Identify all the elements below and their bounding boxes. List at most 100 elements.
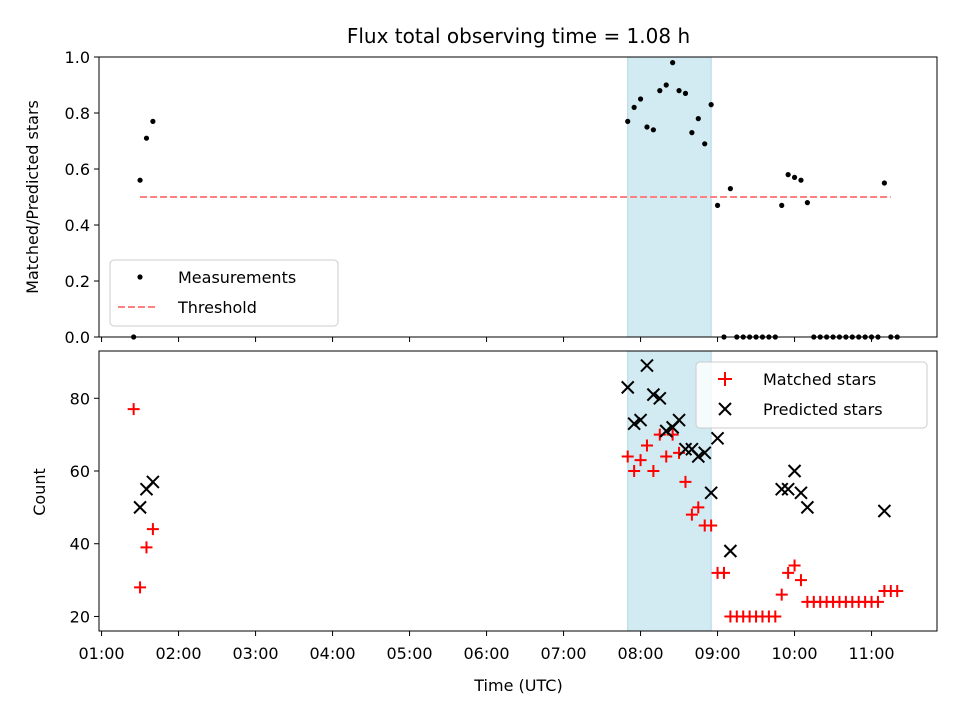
bottom-x-tick-label: 03:00 <box>233 644 279 663</box>
top-point-measurements <box>695 116 701 122</box>
bottom-plot-area: 20 40 60 80 01:00 02:00 03:00 04:00 05:00 06:00 07… <box>70 350 938 663</box>
bottom-point-predicted-stars <box>146 475 160 489</box>
top-point-measurements <box>143 135 150 141</box>
bottom-point-matched-stars <box>628 465 641 477</box>
legend-label-predicted-stars: Predicted stars <box>763 400 883 419</box>
bottom-point-matched-stars <box>717 566 730 579</box>
bottom-point-matched-stars <box>634 454 647 467</box>
bottom-point-matched-stars <box>679 475 692 488</box>
top-point-measurements <box>785 172 791 178</box>
bottom-point-matched-stars <box>660 450 673 463</box>
top-point-measurements <box>798 177 804 183</box>
bottom-point-predicted-stars <box>621 380 635 395</box>
bottom-x-tick-label: 09:00 <box>694 644 740 663</box>
top-y-tick-label: 0.4 <box>65 216 90 235</box>
bottom-y-tick-label: 20 <box>70 607 90 626</box>
top-point-measurements <box>637 96 644 102</box>
bottom-point-matched-stars <box>692 501 705 514</box>
bottom-point-predicted-stars <box>678 442 693 456</box>
legend-label-threshold: Threshold <box>177 298 257 317</box>
chart-title: Flux total observing time = 1.08 h <box>347 24 690 48</box>
bottom-point-matched-stars <box>647 465 660 477</box>
bottom-point-matched-stars <box>775 588 788 601</box>
bottom-point-predicted-stars <box>133 500 147 515</box>
top-point-measurements <box>702 141 708 147</box>
bottom-point-matched-stars <box>705 519 718 532</box>
top-legend-box <box>109 259 339 327</box>
bottom-x-tick-label: 06:00 <box>464 644 510 663</box>
top-y-tick-label: 0.6 <box>65 160 90 179</box>
bottom-legend-box <box>695 361 928 429</box>
bottom-point-matched-stars <box>685 508 698 521</box>
top-point-measurements <box>657 88 663 94</box>
bottom-point-predicted-stars <box>640 358 654 373</box>
bottom-point-predicted-stars <box>659 424 673 438</box>
top-point-measurements <box>663 82 669 88</box>
bottom-point-matched-stars <box>146 523 159 536</box>
top-point-measurements <box>727 186 733 192</box>
bottom-point-predicted-stars <box>794 486 808 500</box>
top-y-tick-label: 1.0 <box>65 48 90 67</box>
bottom-legend: Matched stars Predicted stars <box>695 361 928 429</box>
top-point-measurements <box>625 118 631 124</box>
bottom-point-predicted-stars <box>877 504 892 518</box>
top-point-measurements <box>137 177 143 183</box>
bottom-y-tick-label: 40 <box>70 535 90 554</box>
legend-label-measurements: Measurements <box>178 268 296 287</box>
bottom-point-predicted-stars <box>723 544 738 558</box>
bottom-point-matched-stars <box>788 559 801 572</box>
bottom-x-tick-label: 07:00 <box>541 644 587 663</box>
bottom-y-axis-label: Count <box>30 468 49 516</box>
bottom-point-predicted-stars <box>781 482 795 496</box>
top-legend: Measurements Threshold <box>109 259 339 327</box>
bottom-point-predicted-stars <box>633 413 648 427</box>
bottom-point-matched-stars <box>127 403 140 416</box>
top-point-measurements <box>682 90 689 96</box>
bottom-x-tick-label: 08:00 <box>618 644 664 663</box>
bottom-x-tick-label: 11:00 <box>848 644 894 663</box>
bottom-point-matched-stars <box>794 574 807 587</box>
bottom-point-matched-stars <box>640 439 653 452</box>
top-point-measurements <box>708 102 714 108</box>
top-point-measurements <box>714 202 721 208</box>
x-axis-label: Time (UTC) <box>473 676 562 695</box>
top-y-tick-label: 0.8 <box>65 104 90 123</box>
bottom-x-tick-label: 04:00 <box>310 644 356 663</box>
top-point-measurements <box>881 180 887 186</box>
bottom-point-matched-stars <box>140 541 153 554</box>
bottom-point-predicted-stars <box>787 464 802 478</box>
top-plot-area: 0.0 0.2 0.4 0.6 0.8 1.0 <box>65 48 938 347</box>
bottom-point-matched-stars <box>621 450 634 463</box>
bottom-point-matched-stars <box>134 581 147 594</box>
bottom-point-predicted-stars <box>775 482 789 496</box>
top-point-measurements <box>689 130 695 136</box>
bottom-point-matched-stars <box>891 585 904 597</box>
bottom-point-predicted-stars <box>704 486 718 500</box>
bottom-point-matched-stars <box>871 595 884 608</box>
legend-marker-matched-stars <box>718 372 732 386</box>
bottom-axes-frame <box>98 350 938 632</box>
legend-marker-predicted-stars <box>718 402 732 416</box>
bottom-x-tick-label: 05:00 <box>387 644 433 663</box>
top-point-measurements <box>791 174 798 180</box>
bottom-point-matched-stars <box>782 566 795 579</box>
bottom-point-predicted-stars <box>672 413 686 427</box>
bottom-x-tick-label: 02:00 <box>156 644 202 663</box>
bottom-point-predicted-stars <box>646 387 661 402</box>
bottom-point-predicted-stars <box>710 431 725 445</box>
legend-label-matched-stars: Matched stars <box>763 370 876 389</box>
legend-marker-measurements <box>137 274 143 280</box>
top-point-measurements <box>670 60 676 66</box>
top-point-measurements <box>779 202 785 208</box>
bottom-point-predicted-stars <box>627 417 641 431</box>
top-y-tick-label: 0.0 <box>65 328 90 347</box>
bottom-y-tick-label: 60 <box>70 462 90 481</box>
top-axes-frame <box>98 56 938 338</box>
bottom-y-tick-label: 80 <box>70 389 90 408</box>
bottom-point-predicted-stars <box>698 446 712 460</box>
top-point-measurements <box>631 104 637 110</box>
bottom-point-matched-stars <box>769 610 782 623</box>
top-point-measurements <box>644 124 650 130</box>
